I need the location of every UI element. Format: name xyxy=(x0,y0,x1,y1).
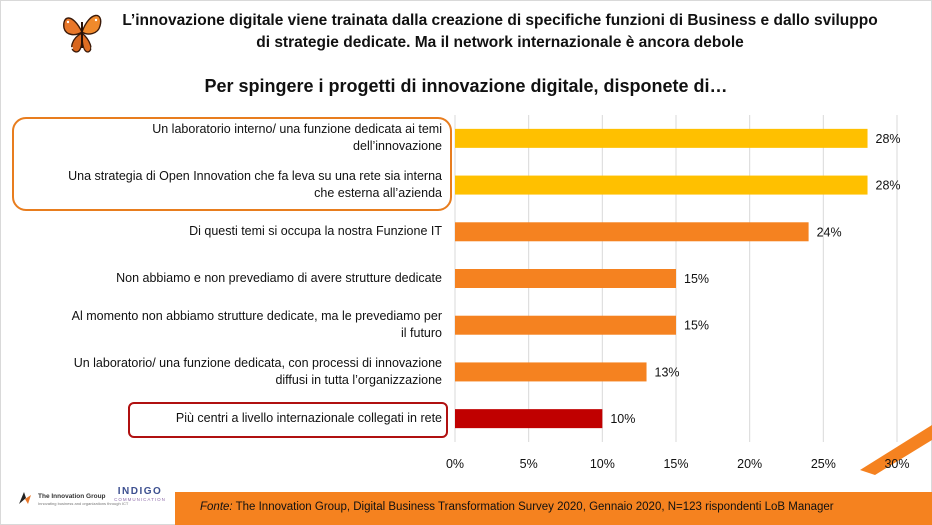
footer-source: Fonte: The Innovation Group, Digital Bus… xyxy=(200,501,834,513)
bar-value-label: 28% xyxy=(876,132,901,146)
bar-value-label: 10% xyxy=(610,412,635,426)
highlight-box-international xyxy=(128,402,448,438)
x-tick-label: 5% xyxy=(520,457,538,471)
footer-bar xyxy=(175,492,932,525)
x-tick-label: 30% xyxy=(884,457,909,471)
category-label-line: diffusi in tutta l’organizzazione xyxy=(275,372,442,387)
header-line-1: L’innovazione digitale viene trainata da… xyxy=(122,12,878,29)
category-label-line: Un laboratorio/ una funzione dedicata, c… xyxy=(73,355,442,370)
bar xyxy=(455,222,809,242)
innovation-group-mark-icon xyxy=(19,492,31,504)
category-label: Più centri a livello internazionale coll… xyxy=(2,410,442,427)
x-tick-label: 20% xyxy=(737,457,762,471)
bar xyxy=(455,315,676,335)
bar-value-label: 15% xyxy=(684,319,709,333)
x-tick-label: 25% xyxy=(811,457,836,471)
bar xyxy=(455,409,603,429)
category-label: Un laboratorio interno/ una funzione ded… xyxy=(2,121,442,155)
bar xyxy=(455,128,868,148)
innovation-group-logo: The Innovation Group Innovating business… xyxy=(12,487,128,517)
x-tick-label: 15% xyxy=(663,457,688,471)
slide-header: L’innovazione digitale viene trainata da… xyxy=(100,10,900,54)
category-label-line: Una strategia di Open Innovation che fa … xyxy=(68,169,442,184)
indigo-name: INDIGO xyxy=(117,486,163,497)
category-label-line: Al momento non abbiamo strutture dedicat… xyxy=(71,309,442,324)
bar-value-label: 24% xyxy=(817,225,842,239)
category-label: Una strategia di Open Innovation che fa … xyxy=(2,168,442,202)
bar-value-label: 13% xyxy=(655,365,680,379)
tig-name: The Innovation Group xyxy=(38,493,106,500)
chart-title: Per spingere i progetti di innovazione d… xyxy=(204,76,728,96)
indigo-tagline: COMMUNICATION xyxy=(114,497,166,502)
category-label: Un laboratorio/ una funzione dedicata, c… xyxy=(2,355,442,389)
bar-value-label: 28% xyxy=(876,179,901,193)
category-label: Non abbiamo e non prevediamo di avere st… xyxy=(2,270,442,287)
category-label-line: che esterna all’azienda xyxy=(314,186,442,201)
category-label-line: il futuro xyxy=(401,326,442,341)
category-label: Al momento non abbiamo strutture dedicat… xyxy=(2,308,442,342)
source-lead: Fonte: xyxy=(200,501,233,513)
category-label-line: Più centri a livello internazionale coll… xyxy=(175,411,442,426)
bar xyxy=(455,175,868,195)
x-tick-label: 0% xyxy=(446,457,464,471)
bar xyxy=(455,362,647,382)
x-axis-ticks: 0% 5% 10% 15% 20% 25% 30% xyxy=(446,457,910,471)
tig-tagline: Innovating business and organizations th… xyxy=(38,501,129,506)
bars xyxy=(455,128,868,429)
category-label-line: Un laboratorio interno/ una funzione ded… xyxy=(152,122,442,137)
indigo-logo: INDIGO COMMUNICATION xyxy=(112,486,168,516)
corner-stripe xyxy=(860,425,932,475)
header-line-2: di strategie dedicate. Ma il network int… xyxy=(256,34,744,51)
data-labels: 28% 28% 24% 15% 15% 13% 10% xyxy=(610,132,900,426)
category-label-line: dell’innovazione xyxy=(353,139,442,154)
butterfly-logo xyxy=(63,14,102,53)
category-label-line: Non abbiamo e non prevediamo di avere st… xyxy=(116,271,442,285)
category-label: Di questi temi si occupa la nostra Funzi… xyxy=(2,223,442,240)
highlight-box-top xyxy=(12,117,452,211)
source-text: The Innovation Group, Digital Business T… xyxy=(232,501,834,513)
bar-value-label: 15% xyxy=(684,272,709,286)
x-tick-label: 10% xyxy=(590,457,615,471)
bar xyxy=(455,269,676,288)
category-label-line: Di questi temi si occupa la nostra Funzi… xyxy=(189,224,442,239)
